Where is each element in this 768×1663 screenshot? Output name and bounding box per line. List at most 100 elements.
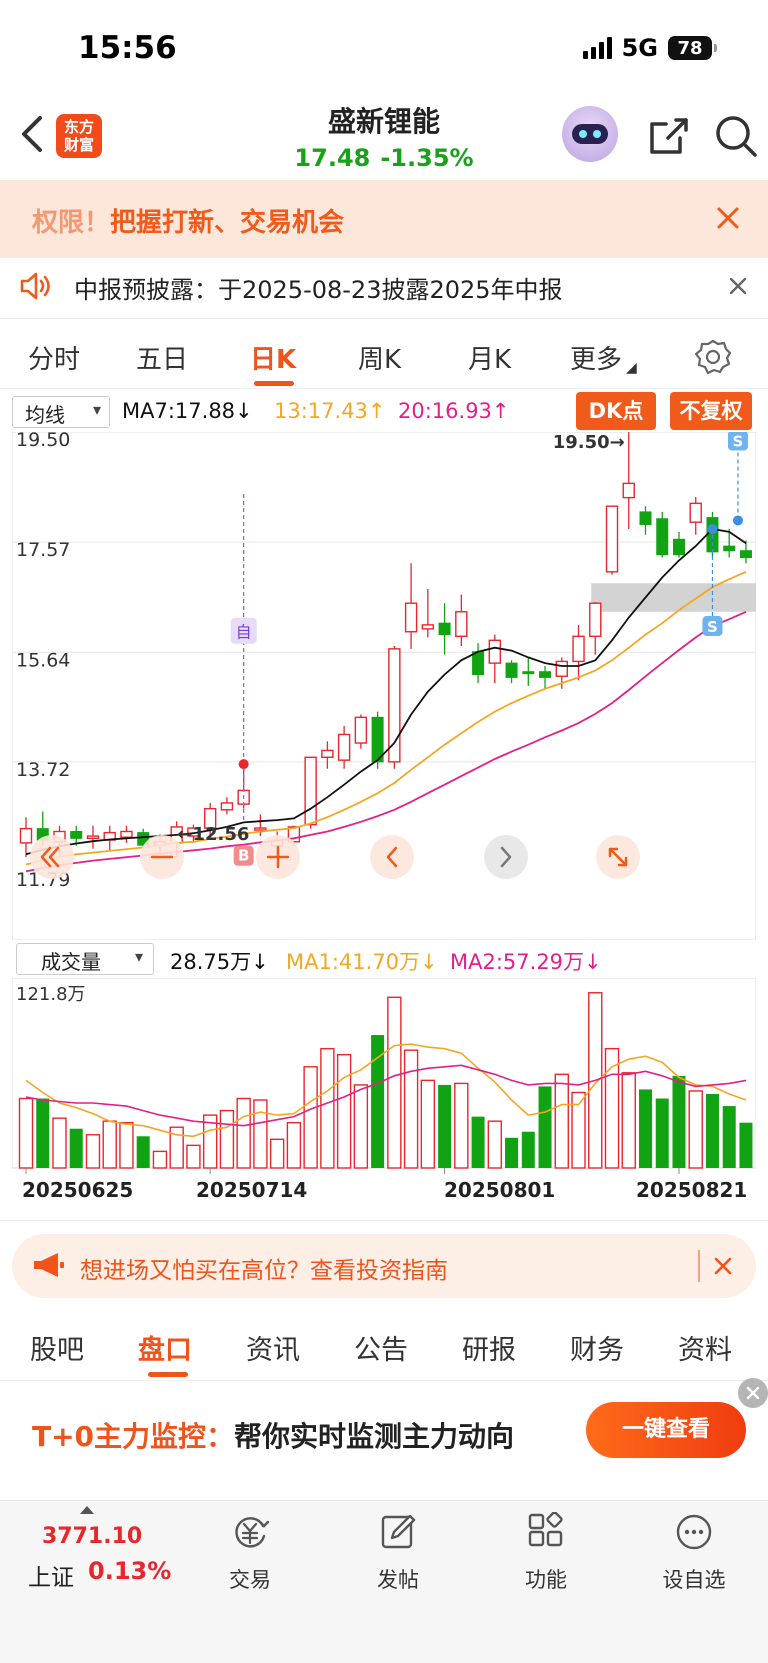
tab-forum[interactable]: 股吧 — [30, 1335, 84, 1366]
volume-bar-down — [471, 1116, 485, 1168]
volume-bar-up — [303, 1066, 318, 1169]
tab-five-day[interactable]: 五日 — [136, 345, 189, 375]
tab-intraday[interactable]: 分时 — [28, 345, 81, 375]
ma-indicator-select[interactable]: 均线 — [12, 396, 110, 428]
tab-announcements[interactable]: 公告 — [354, 1335, 408, 1366]
volume-bar-up — [102, 1120, 117, 1169]
volume-bar-up — [621, 1072, 636, 1169]
guide-banner[interactable] — [12, 1234, 756, 1298]
self-marker: 自 — [236, 623, 252, 642]
index-name[interactable]: 上证 — [28, 1565, 74, 1591]
date-label: 20250625 — [22, 1178, 134, 1202]
vol-ma1-line — [25, 1043, 747, 1138]
tab-finance[interactable]: 财务 — [570, 1335, 624, 1366]
expand-up-icon[interactable] — [80, 1506, 94, 1514]
candle-body-down — [639, 511, 652, 525]
separator — [698, 1250, 700, 1282]
chart-control-bg — [370, 835, 414, 879]
low-price-label: ←12.56 — [177, 824, 249, 845]
candle-body-up — [254, 827, 267, 831]
candle-body-down — [723, 545, 736, 552]
up-arrow: ↑ — [367, 399, 386, 423]
volume-indicator-select[interactable]: 成交量 — [16, 943, 154, 975]
candle-body-up — [287, 826, 301, 843]
volume-bar-down — [705, 1093, 719, 1168]
stock-quote: 17.48 -1.35% — [0, 144, 768, 172]
volume-bar-up — [487, 1120, 503, 1169]
volume-bar-up — [52, 1117, 67, 1169]
up-arrow: ↑ — [491, 399, 510, 423]
index-value[interactable]: 3771.10 — [42, 1524, 143, 1549]
ad-title[interactable]: T+0主力监控：帮你实时监测主力动向 — [32, 1415, 514, 1455]
notice-text[interactable]: 中报预披露：于2025-08-23披露2025年中报 — [74, 276, 563, 304]
search-icon[interactable] — [712, 112, 760, 160]
volume-bar-up — [420, 1079, 436, 1169]
tab-weekly-k[interactable]: 周K — [358, 345, 402, 375]
candle-body-up — [86, 835, 100, 840]
dk-point-button[interactable]: DK点 — [576, 392, 656, 430]
stock-name: 盛新锂能 — [327, 105, 440, 138]
nav-post[interactable]: 发帖 — [348, 1512, 448, 1594]
nav-watchlist-label: 设自选 — [662, 1568, 726, 1592]
tab-monthly-k[interactable]: 月K — [468, 345, 512, 375]
zoom-in-icon — [266, 845, 290, 869]
ma20-text: 20:16.93 — [398, 399, 492, 423]
vol-ma1-value: MA1:41.70万↓ — [286, 946, 438, 976]
volume-value: 28.75万↓ — [170, 946, 269, 976]
chart-annotations: 19.50→ ←12.56 自 B S S — [177, 432, 748, 866]
back-icon[interactable] — [18, 114, 46, 154]
adjustment-button[interactable]: 不复权 — [670, 392, 752, 430]
candle-body-up — [605, 505, 619, 573]
signal-dot — [238, 759, 249, 770]
share-icon[interactable] — [646, 114, 690, 158]
nav-functions[interactable]: 功能 — [496, 1511, 596, 1594]
sell-marker-bg — [702, 616, 723, 637]
volume-chart[interactable]: 121.8万 — [12, 978, 756, 1178]
volume-bar-down — [739, 1122, 753, 1168]
guide-text[interactable]: 想进场又怕买在高位？查看投资指南 — [80, 1258, 448, 1284]
promo-text[interactable]: 权限！把握打新、交易机会 — [32, 202, 344, 239]
tab-news[interactable]: 资讯 — [246, 1335, 300, 1366]
stock-change-pct: -1.35% — [380, 144, 474, 172]
ad-close-icon[interactable] — [738, 1378, 768, 1408]
candle-body-up — [19, 827, 33, 844]
trade-icon — [235, 1517, 270, 1548]
ad-view-button[interactable]: 一键查看 — [586, 1402, 746, 1458]
nav-watchlist[interactable]: 设自选 — [644, 1512, 744, 1594]
promo-banner[interactable] — [0, 180, 768, 258]
volume-bar-down — [36, 1098, 50, 1168]
rewind-icon — [40, 846, 60, 868]
candle-body-up — [120, 830, 133, 838]
candle-body-up — [622, 482, 635, 499]
volume-bar-down — [672, 1075, 686, 1168]
tab-more[interactable]: 更多 ◢ — [570, 339, 637, 376]
volume-bar-down — [438, 1084, 452, 1168]
divider — [0, 388, 768, 389]
volume-bar-down — [371, 1035, 385, 1168]
close-icon[interactable] — [712, 202, 744, 234]
vol-ma2-value: MA2:57.29万↓ — [450, 946, 602, 976]
volume-bar-up — [169, 1126, 184, 1169]
nav-trade[interactable]: 交易 — [200, 1512, 300, 1594]
candle-body-down — [522, 671, 535, 675]
tab-daily-k[interactable]: 日K — [250, 345, 297, 375]
close-icon[interactable] — [726, 274, 750, 298]
tab-profile[interactable]: 资料 — [678, 1335, 732, 1366]
index-change-pct[interactable]: 0.13% — [88, 1557, 172, 1585]
close-icon[interactable] — [712, 1255, 734, 1277]
sell-dot — [732, 515, 743, 526]
settings-icon[interactable] — [694, 338, 732, 376]
candle-body-up — [488, 639, 502, 664]
active-tab-indicator — [148, 1372, 188, 1377]
tab-research[interactable]: 研报 — [462, 1335, 516, 1366]
volume-bar-up — [236, 1097, 251, 1169]
candle-body-up — [589, 602, 602, 638]
tab-quote[interactable]: 盘口 — [138, 1335, 192, 1366]
chevron-left-icon — [386, 846, 398, 868]
assistant-robot-icon[interactable] — [562, 106, 618, 162]
price-axis-label: 13.72 — [16, 759, 70, 781]
divider — [0, 318, 768, 319]
nav-trade-label: 交易 — [229, 1568, 271, 1592]
